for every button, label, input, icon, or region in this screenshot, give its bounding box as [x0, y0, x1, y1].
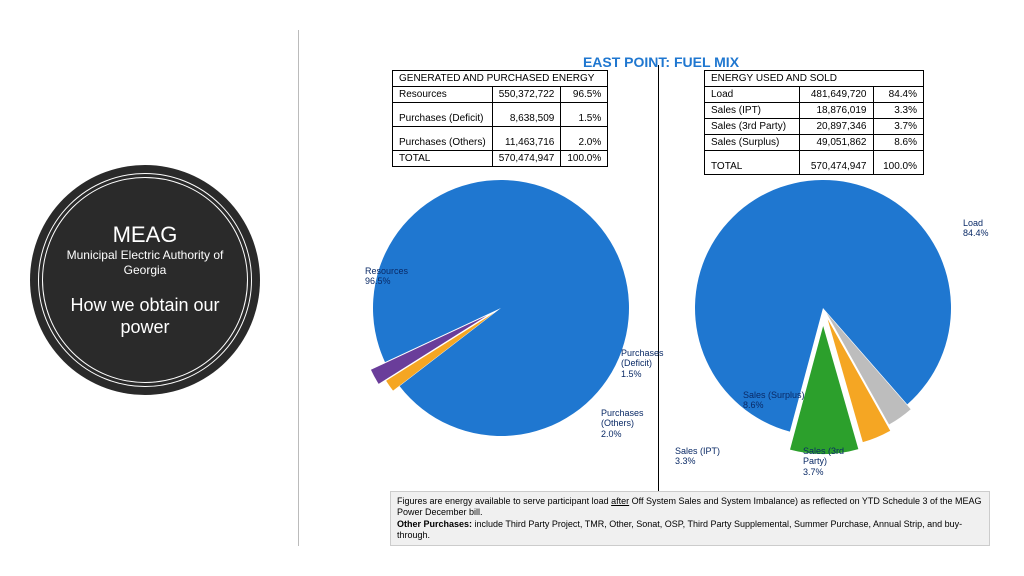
table-row: Resources 550,372,722 96.5% — [393, 87, 608, 103]
table-row: Purchases (Deficit) 8,638,509 1.5% — [393, 103, 608, 127]
pie-slice-label: Resources96.5% — [365, 266, 408, 287]
badge-subtitle: Municipal Electric Authority of Georgia — [50, 248, 240, 278]
footer-line1a: Figures are energy available to serve pa… — [397, 496, 611, 506]
pie-slice — [373, 180, 629, 436]
table-row: Sales (3rd Party) 20,897,346 3.7% — [705, 119, 924, 135]
pie-chart-used: Load84.4%Sales (Surplus)8.6%Sales (3rdPa… — [693, 178, 953, 438]
pie-chart-generated: Resources96.5%Purchases(Deficit)1.5%Purc… — [371, 178, 631, 438]
footer-line2b: Other Purchases: — [397, 519, 472, 529]
table-row: Load 481,649,720 84.4% — [705, 87, 924, 103]
table-row: Purchases (Others) 11,463,716 2.0% — [393, 127, 608, 151]
footer-notes: Figures are energy available to serve pa… — [390, 491, 990, 546]
table-row: Sales (IPT) 18,876,019 3.3% — [705, 103, 924, 119]
vertical-divider — [658, 65, 659, 516]
page-title: EAST POINT: FUEL MIX — [298, 54, 1024, 70]
pie-slice-label: Purchases(Deficit)1.5% — [621, 348, 664, 379]
table2-header: ENERGY USED AND SOLD — [705, 71, 924, 87]
pie-slice-label: Load84.4% — [963, 218, 989, 239]
badge-title: MEAG — [113, 222, 178, 248]
pie-slice-label: Sales (IPT)3.3% — [675, 446, 720, 467]
table-total: TOTAL 570,474,947 100.0% — [705, 151, 924, 175]
table-row: Sales (Surplus) 49,051,862 8.6% — [705, 135, 924, 151]
footer-line2: include Third Party Project, TMR, Other,… — [397, 519, 962, 540]
table1-header: GENERATED AND PURCHASED ENERGY — [393, 71, 608, 87]
footer-line1u: after — [611, 496, 629, 506]
pie-slice-label: Sales (Surplus)8.6% — [743, 390, 805, 411]
meag-badge: MEAG Municipal Electric Authority of Geo… — [30, 165, 260, 395]
pie-slice-label: Sales (3rdParty)3.7% — [803, 446, 844, 477]
pie-slice-label: Purchases(Others)2.0% — [601, 408, 644, 439]
badge-tagline: How we obtain our power — [50, 294, 240, 339]
table-energy-used-sold: ENERGY USED AND SOLD Load 481,649,720 84… — [704, 70, 924, 175]
table-generated-purchased: GENERATED AND PURCHASED ENERGY Resources… — [392, 70, 608, 167]
content-area: EAST POINT: FUEL MIX GENERATED AND PURCH… — [298, 0, 1024, 576]
table-total: TOTAL 570,474,947 100.0% — [393, 151, 608, 167]
